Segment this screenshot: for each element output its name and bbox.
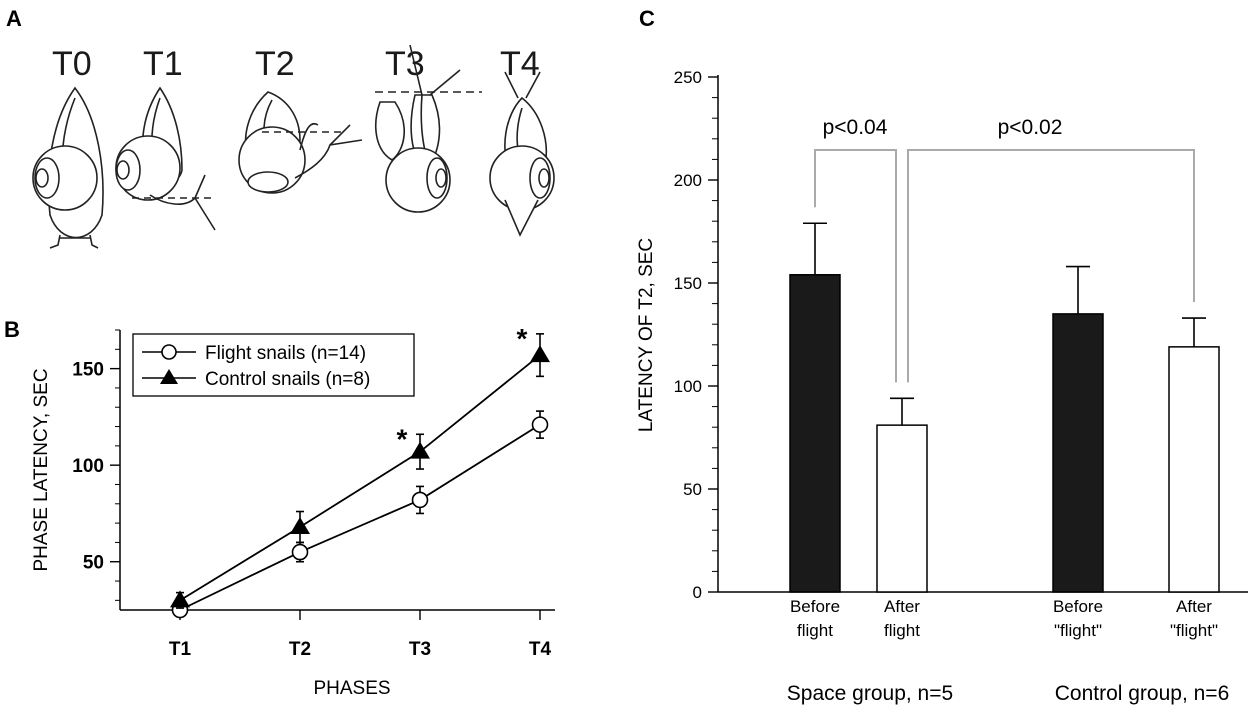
c-x-tick-label-line: flight	[797, 621, 833, 640]
phase-label-t1: T1	[143, 45, 183, 83]
panel-c-letter: C	[639, 6, 655, 31]
c-x-tick-label-line: "flight"	[1054, 621, 1102, 640]
c-x-tick-label: After "flight"	[1170, 597, 1218, 640]
b-y-axis-label: PHASE LATENCY, SEC	[31, 368, 52, 571]
b-legend-box	[132, 333, 415, 397]
c-x-tick-label-line: "flight"	[1170, 621, 1218, 640]
c-bar-4	[1168, 346, 1220, 593]
b-legend-marker-flight	[161, 344, 177, 360]
b-series-control	[170, 333, 550, 609]
b-legend-label-control: Control snails (n=8)	[205, 369, 370, 390]
c-x-tick-label-line: After	[1176, 597, 1212, 616]
c-bar-2	[876, 424, 928, 593]
b-point-control	[530, 345, 550, 363]
c-x-tick-label-line: After	[884, 597, 920, 616]
c-y-axis-label: LATENCY OF T2, SEC	[636, 238, 657, 432]
c-pvalue-between: p<0.02	[998, 116, 1063, 139]
c-y-tick-label: 250	[674, 68, 702, 87]
b-significance-star: *	[397, 423, 408, 454]
c-y-tick-label: 150	[674, 274, 702, 293]
b-series-flight	[171, 410, 549, 619]
phase-labels: T0 T1 T2 T3 T4	[52, 45, 540, 83]
c-pvalue-space: p<0.04	[823, 116, 888, 139]
b-x-tick-label-t3: T3	[409, 639, 431, 660]
c-x-tick-label-line: Before	[1053, 597, 1103, 616]
b-x-tick-label-t1: T1	[169, 639, 192, 660]
b-point-flight	[531, 416, 549, 433]
b-series-line	[179, 354, 541, 602]
panel-a-letter: A	[6, 6, 22, 31]
b-point-control	[170, 590, 190, 608]
c-y-ticks: 0 50 100 150 200 250	[674, 68, 718, 602]
phase-label-t4: T4	[500, 45, 540, 83]
b-legend: Flight snails (n=14) Control snails (n=8…	[132, 333, 415, 397]
b-x-tick-label-t2: T2	[289, 639, 311, 660]
c-bracket-space	[814, 149, 897, 383]
panel-b-letter: B	[4, 317, 20, 342]
phase-label-t3: T3	[385, 45, 425, 83]
b-x-ticks: T1 T2 T3 T4	[169, 610, 552, 660]
c-y-tick-label: 0	[693, 583, 702, 602]
c-group-label-control: Control group, n=6	[1055, 682, 1230, 705]
b-point-flight	[411, 491, 429, 509]
b-series-line	[179, 423, 541, 611]
b-y-tick-label: 50	[83, 553, 104, 574]
snail-t2-drawing	[238, 91, 363, 194]
c-x-tick-label-line: flight	[884, 621, 920, 640]
snail-t3-drawing	[374, 44, 482, 213]
c-bracket-between	[907, 149, 1195, 383]
phase-label-t2: T2	[255, 45, 295, 83]
c-x-tick-label: After flight	[884, 597, 920, 640]
b-legend-marker-control	[160, 369, 178, 384]
b-y-ticks: 50 100 150	[72, 329, 120, 601]
b-legend-label-flight: Flight snails (n=14)	[205, 343, 366, 364]
c-significance-brackets	[814, 149, 1195, 383]
b-y-tick-label: 100	[72, 456, 104, 477]
b-point-control	[290, 516, 310, 534]
c-y-tick-label: 200	[674, 171, 702, 190]
b-x-axis-label: PHASES	[313, 678, 390, 699]
b-point-control	[410, 441, 430, 459]
c-y-tick-label: 100	[674, 377, 702, 396]
b-significance-star: *	[517, 323, 528, 354]
c-bar-3	[1052, 313, 1104, 593]
c-x-tick-label-line: Before	[790, 597, 840, 616]
c-bars	[789, 222, 1220, 593]
c-x-tick-label: Before flight	[790, 597, 840, 640]
c-x-tick-label: Before "flight"	[1053, 597, 1103, 640]
snail-t0-drawing	[32, 86, 104, 249]
snail-t1-drawing	[115, 86, 216, 231]
b-x-tick-label-t4: T4	[529, 639, 552, 660]
b-point-flight	[291, 543, 309, 561]
c-group-label-space: Space group, n=5	[787, 682, 953, 705]
b-y-tick-label: 150	[72, 360, 104, 381]
b-annotations: **	[397, 323, 528, 454]
snail-t4-drawing	[489, 71, 555, 237]
c-bar-1	[789, 274, 841, 593]
b-series	[170, 333, 550, 619]
phase-label-t0: T0	[52, 45, 92, 83]
c-y-tick-label: 50	[683, 480, 702, 499]
snail-illustrations	[32, 44, 555, 249]
